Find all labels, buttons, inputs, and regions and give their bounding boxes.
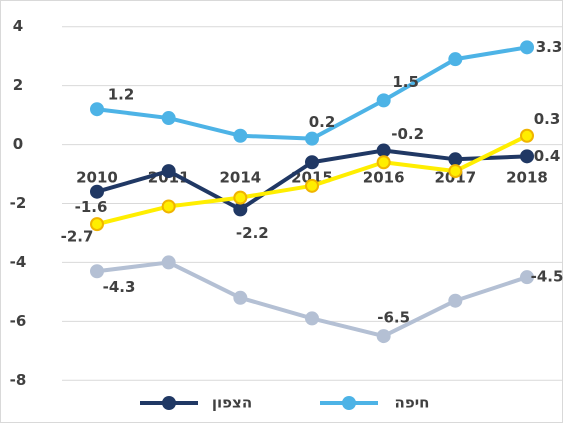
point-marker <box>376 93 391 108</box>
point-marker <box>305 155 319 170</box>
x-tick-label: 2018 <box>506 169 548 187</box>
data-label: -0.2 <box>391 125 424 143</box>
data-label: -1.6 <box>75 198 108 216</box>
y-tick-label: 4 <box>13 17 23 35</box>
point-marker <box>161 164 176 179</box>
point-marker <box>233 128 248 143</box>
point-marker <box>305 178 319 193</box>
point-marker <box>233 202 248 217</box>
point-marker <box>448 152 463 167</box>
point-marker <box>233 290 248 305</box>
data-label: 1.2 <box>108 86 135 104</box>
data-label: -4.5 <box>531 268 563 286</box>
legend-marker <box>342 396 356 410</box>
data-label: -4.3 <box>103 278 136 296</box>
point-marker <box>520 128 534 143</box>
x-tick-label: 2010 <box>76 169 118 187</box>
legend-label: חיפה <box>395 394 430 412</box>
legend-marker <box>162 396 176 410</box>
y-tick-label: -2 <box>10 194 27 212</box>
x-tick-label: 2014 <box>219 169 261 187</box>
y-tick-label: 2 <box>13 76 23 94</box>
data-label: 3.3 <box>536 38 563 56</box>
point-marker <box>305 131 319 146</box>
point-marker <box>376 155 391 170</box>
point-marker <box>90 264 104 279</box>
data-label: -2.2 <box>236 224 269 242</box>
data-label: 0.2 <box>309 113 336 131</box>
point-marker <box>520 40 534 55</box>
point-marker <box>448 52 463 67</box>
point-marker <box>376 143 391 158</box>
data-label: -6.5 <box>377 309 410 327</box>
point-marker <box>90 102 104 117</box>
point-marker <box>161 199 176 214</box>
legend-label: הצפון <box>212 394 252 412</box>
data-label: -2.7 <box>61 228 94 246</box>
point-marker <box>520 270 534 285</box>
y-tick-label: -6 <box>10 312 27 330</box>
point-marker <box>448 164 463 179</box>
data-label: 0.4 <box>534 147 561 165</box>
data-label: 1.5 <box>392 73 419 91</box>
point-marker <box>448 293 463 308</box>
x-tick-label: 2016 <box>363 169 405 187</box>
data-label: 0.3 <box>534 110 561 128</box>
point-marker <box>233 190 248 205</box>
point-marker <box>90 184 104 199</box>
point-marker <box>161 111 176 126</box>
point-marker <box>376 329 391 344</box>
point-marker <box>90 217 104 232</box>
point-marker <box>161 255 176 270</box>
y-tick-label: 0 <box>13 135 23 153</box>
y-tick-label: -8 <box>10 371 27 389</box>
y-tick-label: -4 <box>10 253 27 271</box>
point-marker <box>520 149 534 164</box>
point-marker <box>305 311 319 326</box>
